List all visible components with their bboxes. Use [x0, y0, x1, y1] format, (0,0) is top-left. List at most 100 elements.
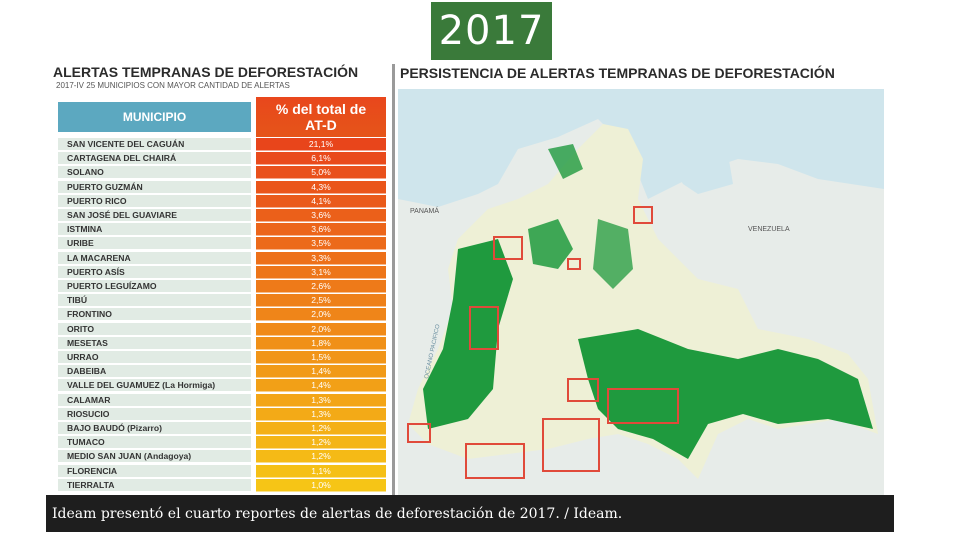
percent-value: 5,0% — [256, 166, 386, 180]
table-row: MEDIO SAN JUAN (Andagoya) 1,2% — [58, 450, 388, 464]
municipio-name: FLORENCIA — [58, 464, 251, 478]
table-row: VALLE DEL GUAMUEZ (La Hormiga) 1,4% — [58, 379, 388, 393]
percent-value: 2,6% — [256, 280, 386, 293]
percent-value: 1,8% — [256, 336, 386, 350]
percent-value: 6,1% — [256, 152, 386, 166]
amazon-forest — [578, 329, 873, 459]
image-caption: Ideam presentó el cuarto reportes de ale… — [46, 495, 894, 532]
table-row: BAJO BAUDÓ (Pizarro) 1,2% — [58, 422, 388, 436]
percent-value: 1,5% — [256, 351, 386, 364]
percent-value: 2,0% — [256, 322, 386, 336]
table-row: TUMACO 1,2% — [58, 436, 388, 450]
panel-divider — [392, 64, 395, 496]
table-row: FLORENCIA 1,1% — [58, 464, 388, 479]
municipio-name: SOLANO — [58, 166, 251, 180]
panama-label: PANAMÁ — [410, 206, 439, 215]
venezuela-label: VENEZUELA — [748, 226, 790, 233]
municipio-name: PUERTO ASÍS — [58, 265, 251, 279]
municipio-column-header: MUNICIPIO — [58, 102, 251, 132]
percent-value: 1,2% — [256, 422, 386, 435]
municipio-name: MEDIO SAN JUAN (Andagoya) — [58, 450, 251, 464]
municipio-name: ORITO — [58, 322, 251, 336]
municipio-name: PUERTO GUZMÁN — [58, 180, 251, 194]
percent-value: 4,1% — [256, 194, 386, 208]
municipio-name: CALAMAR — [58, 393, 251, 407]
percent-value: 1,3% — [256, 393, 386, 407]
table-row: MESETAS 1,8% — [58, 336, 388, 351]
alert-boxes — [407, 206, 679, 479]
infographic-image: ALERTAS TEMPRANAS DE DEFORESTACIÓN 2017-… — [46, 62, 894, 532]
percent-value: 1,0% — [256, 478, 386, 492]
municipio-name: TIERRALTA — [58, 478, 251, 492]
municipio-name: FRONTINO — [58, 308, 251, 322]
table-row: SOLANO 5,0% — [58, 166, 388, 180]
alert-box-7 — [542, 418, 600, 472]
alert-box-9 — [407, 423, 431, 443]
alert-box-1 — [493, 236, 523, 260]
municipio-name: URRAO — [58, 351, 251, 364]
andean-forest-2 — [593, 219, 633, 289]
municipio-name: PUERTO LEGUÍZAMO — [58, 280, 251, 293]
pacific-forest — [423, 239, 513, 429]
table-row: TIERRALTA 1,0% — [58, 478, 388, 493]
municipio-name: PUERTO RICO — [58, 194, 251, 208]
alert-box-8 — [465, 443, 525, 479]
municipio-name: ISTMINA — [58, 223, 251, 237]
municipio-name: RIOSUCIO — [58, 407, 251, 421]
alert-box-2 — [633, 206, 653, 224]
table-row: TIBÚ 2,5% — [58, 294, 388, 308]
percent-value: 1,4% — [256, 379, 386, 393]
municipio-name: CARTAGENA DEL CHAIRÁ — [58, 152, 251, 166]
municipio-name: DABEIBA — [58, 365, 251, 379]
alert-box-4 — [469, 306, 499, 350]
percent-value: 3,6% — [256, 223, 386, 237]
percent-value: 1,3% — [256, 407, 386, 421]
municipio-name: URIBE — [58, 237, 251, 251]
table-row: RIOSUCIO 1,3% — [58, 407, 388, 422]
table-row: CALAMAR 1,3% — [58, 393, 388, 408]
table-row: URIBE 3,5% — [58, 237, 388, 251]
table-row: URRAO 1,5% — [58, 351, 388, 365]
percent-value: 1,1% — [256, 464, 386, 478]
maracaibo-lake — [668, 149, 733, 194]
percent-value: 21,1% — [256, 138, 386, 151]
percent-header-line2: AT-D — [305, 117, 337, 133]
municipio-name: MESETAS — [58, 336, 251, 350]
alert-box-3 — [567, 258, 581, 270]
table-row: SAN JOSÉ DEL GUAVIARE 3,6% — [58, 209, 388, 223]
municipio-name: LA MACARENA — [58, 251, 251, 265]
table-row: DABEIBA 1,4% — [58, 365, 388, 379]
table-row: PUERTO GUZMÁN 4,3% — [58, 180, 388, 195]
map-svg: PANAMÁ VENEZUELA OCEANO PACIFICO — [398, 89, 884, 495]
percent-value: 3,3% — [256, 251, 386, 265]
alert-box-6 — [607, 388, 679, 424]
municipio-name: VALLE DEL GUAMUEZ (La Hormiga) — [58, 379, 251, 393]
table-subtitle: 2017-IV 25 MUNICIPIOS CON MAYOR CANTIDAD… — [56, 81, 290, 90]
municipio-name: TIBÚ — [58, 294, 251, 308]
colombia-map: PANAMÁ VENEZUELA OCEANO PACIFICO — [398, 89, 884, 495]
percent-value: 2,5% — [256, 294, 386, 308]
table-row: CARTAGENA DEL CHAIRÁ 6,1% — [58, 152, 388, 166]
alert-box-5 — [567, 378, 599, 402]
caribbean-forest — [548, 144, 583, 179]
percent-value: 1,2% — [256, 436, 386, 450]
percent-value: 1,4% — [256, 365, 386, 379]
alerts-table-panel: ALERTAS TEMPRANAS DE DEFORESTACIÓN 2017-… — [46, 62, 391, 495]
table-row: ORITO 2,0% — [58, 322, 388, 337]
year-badge: 2017 — [431, 2, 552, 60]
municipio-name: TUMACO — [58, 436, 251, 450]
andean-forest-1 — [528, 219, 573, 269]
map-title: PERSISTENCIA DE ALERTAS TEMPRANAS DE DEF… — [400, 65, 835, 81]
municipio-name: SAN JOSÉ DEL GUAVIARE — [58, 209, 251, 222]
municipio-name: SAN VICENTE DEL CAGUÁN — [58, 138, 251, 151]
percent-value: 3,5% — [256, 237, 386, 251]
percent-value: 2,0% — [256, 308, 386, 322]
table-row: LA MACARENA 3,3% — [58, 251, 388, 266]
percent-value: 3,6% — [256, 209, 386, 222]
percent-value: 3,1% — [256, 265, 386, 279]
percent-value: 4,3% — [256, 180, 386, 194]
table-row: PUERTO LEGUÍZAMO 2,6% — [58, 280, 388, 294]
table-row: ISTMINA 3,6% — [58, 223, 388, 237]
table-row: FRONTINO 2,0% — [58, 308, 388, 322]
percent-header-line1: % del total de — [275, 101, 367, 117]
